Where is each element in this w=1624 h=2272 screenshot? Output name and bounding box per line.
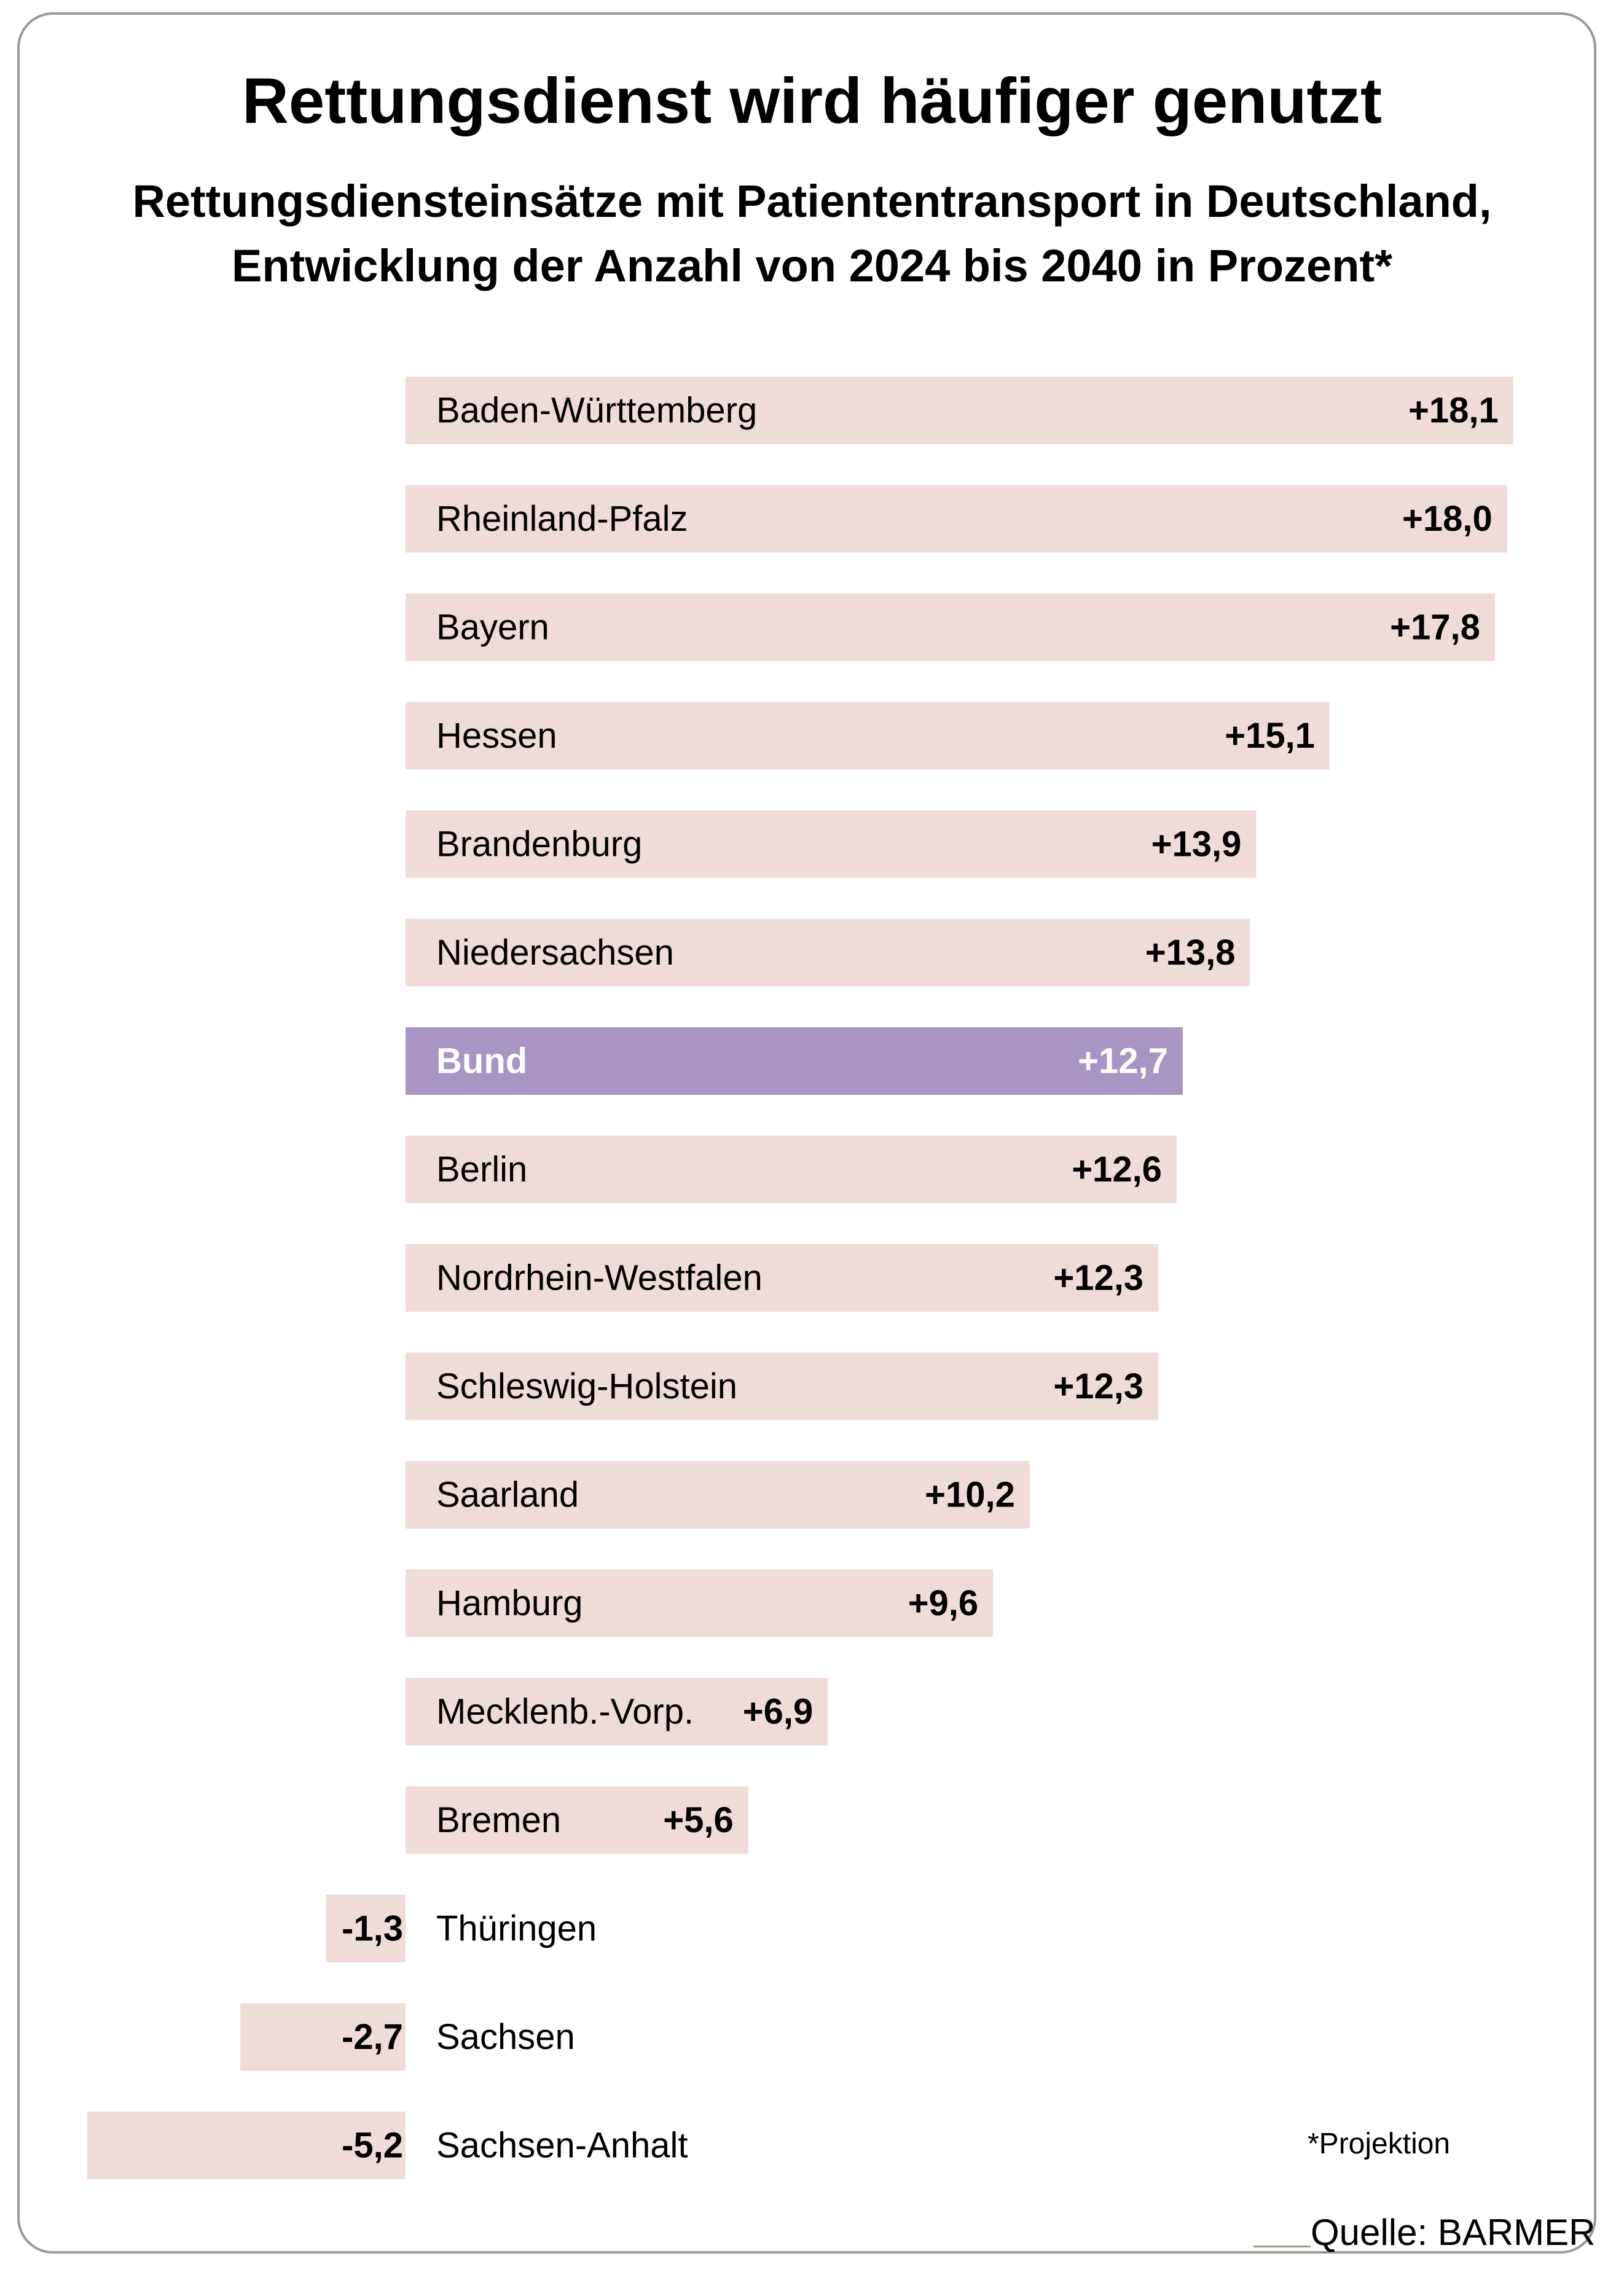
bar-nordrhein-westfalen bbox=[406, 1244, 1159, 1312]
category-label-saarland: Saarland bbox=[436, 1475, 579, 1515]
bar-sachsen-anhalt bbox=[87, 2112, 406, 2179]
category-label-baden-wuerttemberg: Baden-Württemberg bbox=[436, 391, 757, 431]
bar-thueringen bbox=[326, 1895, 406, 1962]
chart-subtitle-line-2: Entwicklung der Anzahl von 2024 bis 2040… bbox=[232, 240, 1392, 291]
value-label-saarland: +10,2 bbox=[925, 1475, 1015, 1515]
value-label-hamburg: +9,6 bbox=[908, 1583, 979, 1623]
bar-baden-wuerttemberg bbox=[406, 377, 1513, 444]
value-label-mecklenb-vorp: +6,9 bbox=[743, 1692, 814, 1732]
value-label-sachsen-anhalt: -5,2 bbox=[342, 2126, 403, 2166]
bar-mecklenb-vorp bbox=[406, 1678, 828, 1745]
bar-hessen bbox=[406, 702, 1330, 770]
category-label-thueringen: Thüringen bbox=[436, 1909, 597, 1949]
value-label-bund: +12,7 bbox=[1078, 1041, 1168, 1081]
category-label-bund: Bund bbox=[436, 1041, 527, 1081]
source-label: Quelle: BARMER bbox=[1311, 2212, 1596, 2253]
bar-bayern bbox=[406, 593, 1495, 661]
bar-schleswig-holstein bbox=[406, 1352, 1159, 1420]
bar-bund bbox=[406, 1027, 1183, 1095]
category-label-sachsen: Sachsen bbox=[436, 2017, 575, 2057]
bar-hamburg bbox=[406, 1569, 994, 1637]
footnote: *Projektion bbox=[1308, 2128, 1451, 2160]
chart-subtitle-line-1: Rettungsdiensteinsätze mit Patiententran… bbox=[132, 176, 1492, 227]
value-label-brandenburg: +13,9 bbox=[1151, 825, 1242, 864]
value-label-rheinland-pfalz: +18,0 bbox=[1402, 499, 1493, 539]
value-label-sachsen: -2,7 bbox=[342, 2017, 403, 2057]
value-label-berlin: +12,6 bbox=[1072, 1150, 1162, 1189]
category-label-brandenburg: Brandenburg bbox=[436, 825, 642, 864]
value-label-thueringen: -1,3 bbox=[342, 1909, 403, 1949]
bar-bremen bbox=[406, 1786, 748, 1854]
category-label-sachsen-anhalt: Sachsen-Anhalt bbox=[436, 2126, 688, 2166]
category-label-hamburg: Hamburg bbox=[436, 1583, 583, 1623]
category-label-niedersachsen: Niedersachsen bbox=[436, 933, 674, 973]
value-label-bayern: +17,8 bbox=[1390, 608, 1480, 648]
bar-berlin bbox=[406, 1135, 1177, 1204]
bar-sachsen bbox=[240, 2003, 406, 2071]
value-label-schleswig-holstein: +12,3 bbox=[1053, 1366, 1143, 1406]
category-label-hessen: Hessen bbox=[436, 716, 557, 756]
value-label-bremen: +5,6 bbox=[663, 1800, 734, 1840]
category-label-berlin: Berlin bbox=[436, 1150, 527, 1189]
bar-niedersachsen bbox=[406, 919, 1250, 987]
category-label-bremen: Bremen bbox=[436, 1800, 561, 1840]
value-label-nordrhein-westfalen: +12,3 bbox=[1053, 1258, 1143, 1298]
bar-brandenburg bbox=[406, 810, 1257, 878]
bar-saarland bbox=[406, 1461, 1030, 1529]
source-rule bbox=[1253, 2246, 1311, 2247]
value-label-baden-wuerttemberg: +18,1 bbox=[1408, 391, 1499, 431]
chart-title: Rettungsdienst wird häufiger genutzt bbox=[242, 65, 1382, 137]
value-label-hessen: +15,1 bbox=[1225, 716, 1315, 756]
category-label-mecklenb-vorp: Mecklenb.-Vorp. bbox=[436, 1692, 694, 1732]
category-label-nordrhein-westfalen: Nordrhein-Westfalen bbox=[436, 1258, 763, 1298]
category-label-rheinland-pfalz: Rheinland-Pfalz bbox=[436, 499, 688, 539]
category-label-bayern: Bayern bbox=[436, 608, 549, 648]
value-label-niedersachsen: +13,8 bbox=[1145, 933, 1236, 973]
bar-rheinland-pfalz bbox=[406, 485, 1507, 553]
category-label-schleswig-holstein: Schleswig-Holstein bbox=[436, 1366, 737, 1406]
